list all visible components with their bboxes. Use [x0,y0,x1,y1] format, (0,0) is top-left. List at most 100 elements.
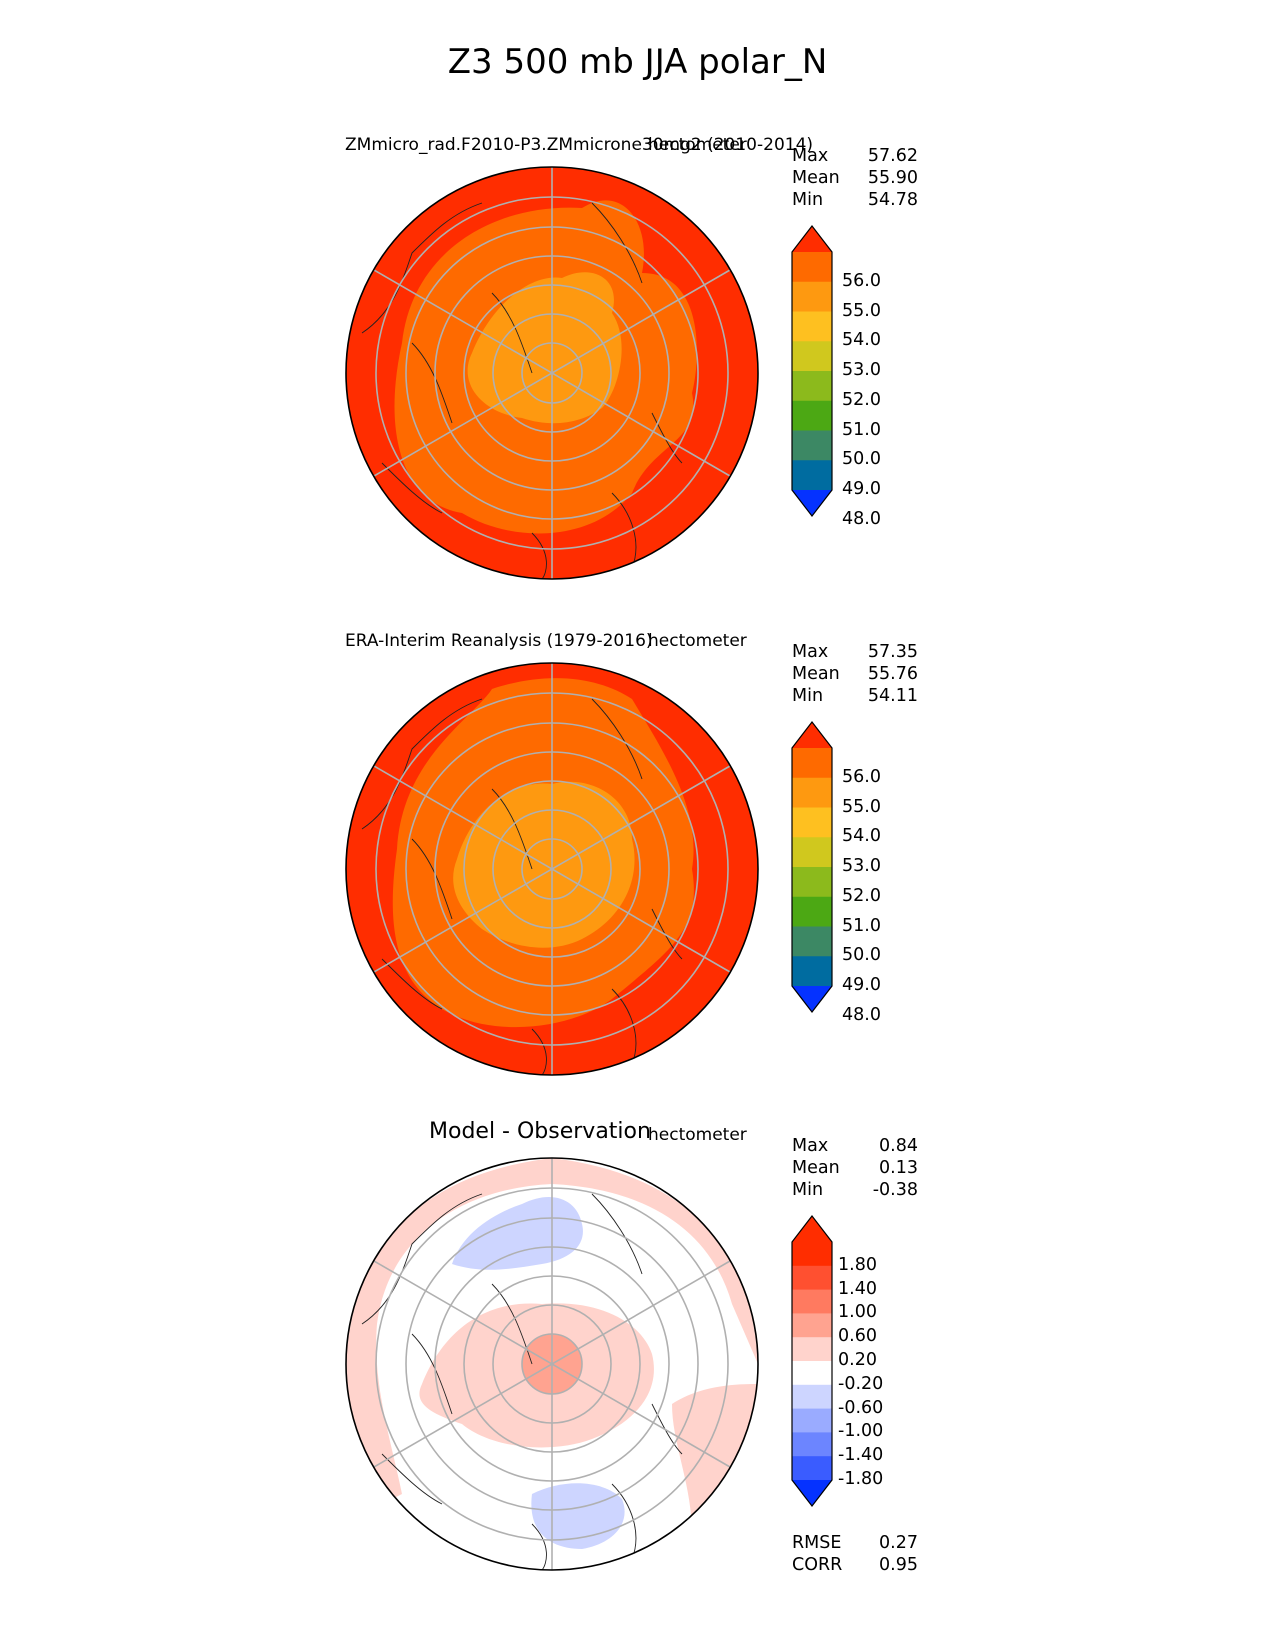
panel2-title-left: ERA-Interim Reanalysis (1979-2016) [345,631,653,651]
panel3-colorbar-segment [792,1384,832,1410]
panel1-stat-max: 57.62 [867,146,918,166]
panel1-stat-labels: Max Mean Min [792,145,840,211]
panel2-colorbar-segment [792,807,832,838]
panel1-stat-mean-label: Mean [792,168,840,188]
panel1-stat-min: 54.78 [867,190,918,210]
panel2-stat-min-label: Min [792,686,824,706]
panel3-neg-top [452,1196,583,1270]
panel3-colorbar-segment [792,1408,832,1433]
panel3-metric-values: 0.27 0.95 [838,1532,918,1576]
panel1-colorbar-segment [792,371,832,402]
panel1-colorbar-tick: 48.0 [842,508,881,529]
panel1-colorbar-tick: 51.0 [842,419,881,440]
panel3-colorbar [791,1215,833,1507]
panel1-colorbar-tick: 53.0 [842,360,881,380]
figure-title: Z3 500 mb JJA polar_N [447,42,828,82]
panel1-stat-mean: 55.90 [867,168,918,188]
panel2-colorbar-segment [792,748,832,779]
panel2-stat-mean-label: Mean [792,664,840,684]
panel2-stat-labels: Max Mean Min [792,641,840,707]
panel2-stat-max-label: Max [792,642,829,662]
panel3-colorbar-segment [792,1337,832,1362]
panel1-map [345,166,759,580]
panel1-colorbar-extend-top [792,226,832,252]
panel2-colorbar-tick: 55.0 [842,796,881,817]
panel3-colorbar-segment [792,1265,832,1291]
panel3-colorbar-tick: 1.80 [838,1254,877,1275]
panel1-stat-values: 57.62 55.90 54.78 [838,145,918,211]
panel2-colorbar-segment [792,867,832,898]
panel1-colorbar-segment [792,460,832,491]
panel1-title-left: ZMmicro_rad.F2010-P3.ZMmicrone30mg2 (201… [345,135,814,155]
panel2-colorbar-tick: 52.0 [842,885,881,906]
panel2-colorbar-segment [792,956,832,987]
panel3-stat-labels: Max Mean Min [792,1135,840,1201]
panel3-colorbar-tick: 0.60 [838,1326,877,1347]
panel2-colorbar-tick: 50.0 [842,945,881,966]
panel3-pos-outer-ring [346,1158,758,1504]
panel2-colorbar-segment [792,926,832,957]
panel3-corr-label: CORR [792,1555,843,1575]
panel1-colorbar [791,225,833,517]
panel1-colorbar-tick: 50.0 [842,449,881,470]
panel1-colorbar-segment [792,341,832,372]
panel2-colorbar-segment [792,896,832,927]
panel1-colorbar-extend-bottom [792,490,832,516]
panel3-colorbar-tick: -0.20 [838,1373,884,1394]
panel3-colorbar-outline [791,1215,833,1507]
panel3-colorbar-tick: 1.40 [838,1278,877,1299]
panel2-colorbar-extend-top [792,722,832,748]
panel2-colorbar-tick: 48.0 [842,1004,881,1025]
panel3-stat-max: 0.84 [879,1136,918,1156]
panel2-colorbar [791,721,833,1013]
panel3-map [345,1157,759,1571]
panel3-stat-min: -0.38 [872,1180,918,1200]
panel3-colorbar-tick: -1.40 [838,1445,884,1466]
panel1-colorbar-tick: 55.0 [842,300,881,321]
panel3-colorbar-segment [792,1313,832,1338]
panel3-colorbar-extend-top [792,1216,832,1242]
panel1-colorbar-segment [792,430,832,461]
panel1-colorbar-tick: 52.0 [842,389,881,410]
panel2-colorbar-tick: 51.0 [842,915,881,936]
panel2-colorbar-outline [791,721,833,1013]
panel2-colorbar-segment [792,777,832,808]
panel1-title-right: hectometer [648,135,747,155]
panel3-colorbar-extend-bottom [792,1480,832,1506]
panel3-colorbar-segment [792,1361,832,1386]
panel2-colorbar-tick: 56.0 [842,766,881,787]
panel3-colorbar-tick: -0.60 [838,1397,884,1418]
panel3-colorbar-tick: 0.20 [838,1350,877,1370]
panel3-stat-max-label: Max [792,1136,829,1156]
panel3-stat-min-label: Min [792,1180,824,1200]
panel1-field-54 [467,272,622,424]
panel2-stat-mean: 55.76 [867,664,918,684]
panel2-stat-min: 54.11 [867,686,918,706]
panel2-stat-values: 57.35 55.76 54.11 [838,641,918,707]
panel3-colorbar-segment [792,1432,832,1457]
panel1-colorbar-tick: 54.0 [842,330,881,351]
panel1-stat-max-label: Max [792,146,829,166]
panel1-colorbar-outline [791,225,833,517]
panel3-colorbar-tick: 1.00 [838,1302,877,1323]
panel2-stat-max: 57.35 [867,642,918,662]
panel3-rmse-value: 0.27 [879,1533,918,1553]
panel3-colorbar-segment [792,1456,832,1481]
panel3-colorbar-tick: -1.80 [838,1469,884,1489]
panel3-rmse-label: RMSE [792,1533,842,1553]
panel1-colorbar-segment [792,311,832,342]
panel2-map [345,662,759,1076]
panel2-colorbar-extend-bottom [792,986,832,1012]
panel3-title-right: hectometer [648,1125,747,1145]
panel3-colorbar-segment [792,1242,832,1267]
panel2-colorbar-tick: 54.0 [842,826,881,847]
panel1-stat-min-label: Min [792,190,824,210]
panel1-colorbar-tick: 56.0 [842,270,881,291]
panel3-stat-mean-label: Mean [792,1158,840,1178]
panel3-colorbar-segment [792,1289,832,1314]
panel1-colorbar-segment [792,400,832,431]
panel2-colorbar-tick: 53.0 [842,856,881,876]
panel2-title-right: hectometer [648,631,747,651]
panel3-stat-values: 0.84 0.13 -0.38 [838,1135,918,1201]
panel2-colorbar-tick: 49.0 [842,975,881,995]
